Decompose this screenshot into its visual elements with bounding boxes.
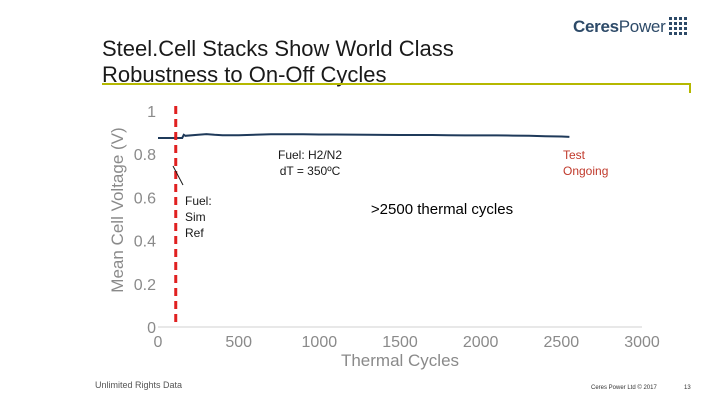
annotation-fuel-h2-n2: Fuel: H2/N2 <box>278 148 342 162</box>
x-tick-label: 0 <box>154 334 163 351</box>
footer-copyright: Ceres Power Ltd © 2017 <box>591 385 657 391</box>
slide-title-line-2: Robustness to On-Off Cycles <box>102 62 387 87</box>
logo-word-ceres: Ceres <box>573 17 619 36</box>
y-tick-label: 1 <box>147 104 156 121</box>
x-tick-label: 3000 <box>624 334 660 351</box>
annotation-test-label: Test <box>563 148 586 162</box>
x-tick-label: 2000 <box>463 334 499 351</box>
annotation-ongoing-label: Ongoing <box>563 164 608 178</box>
title-rule <box>102 83 690 85</box>
y-tick-label: 0.6 <box>134 190 156 207</box>
y-tick-label: 0.8 <box>134 147 156 164</box>
x-tick-labels: 0 500 1000 1500 2000 2500 3000 <box>154 334 660 351</box>
y-tick-labels: 0 0.2 0.4 0.6 0.8 1 <box>134 104 156 337</box>
annotation-sim-label: Sim <box>185 210 206 224</box>
ceres-power-logo: Ceres Power <box>573 14 690 40</box>
annotation-fuel-label: Fuel: <box>185 194 212 208</box>
logo-word-power: Power <box>618 17 666 36</box>
x-tick-label: 1500 <box>382 334 418 351</box>
annotation-thermal-cycles: >2500 thermal cycles <box>371 201 513 218</box>
title-rule-tick <box>689 83 691 93</box>
slide-title: Steel.Cell Stacks Show World Class Robus… <box>102 36 542 88</box>
footer-rights-text: Unlimited Rights Data <box>95 380 183 390</box>
series-layer <box>158 133 570 139</box>
x-tick-label: 500 <box>225 334 252 351</box>
annotation-arrow-line <box>172 165 184 186</box>
y-tick-label: 0.2 <box>134 277 156 294</box>
annotation-ref-label: Ref <box>185 226 204 240</box>
y-tick-label: 0 <box>147 320 156 337</box>
voltage-series-line <box>158 133 570 139</box>
annotation-delta-t: dT = 350ºC <box>280 164 341 178</box>
x-axis-title: Thermal Cycles <box>341 351 459 370</box>
slide-title-line-1: Steel.Cell Stacks Show World Class <box>102 36 454 61</box>
x-tick-label: 2500 <box>544 334 580 351</box>
y-axis-title: Mean Cell Voltage (V) <box>108 127 127 292</box>
x-tick-label: 1000 <box>302 334 338 351</box>
page-number: 13 <box>684 385 691 391</box>
logo-grid-icon <box>669 17 688 35</box>
y-tick-label: 0.4 <box>134 234 156 251</box>
